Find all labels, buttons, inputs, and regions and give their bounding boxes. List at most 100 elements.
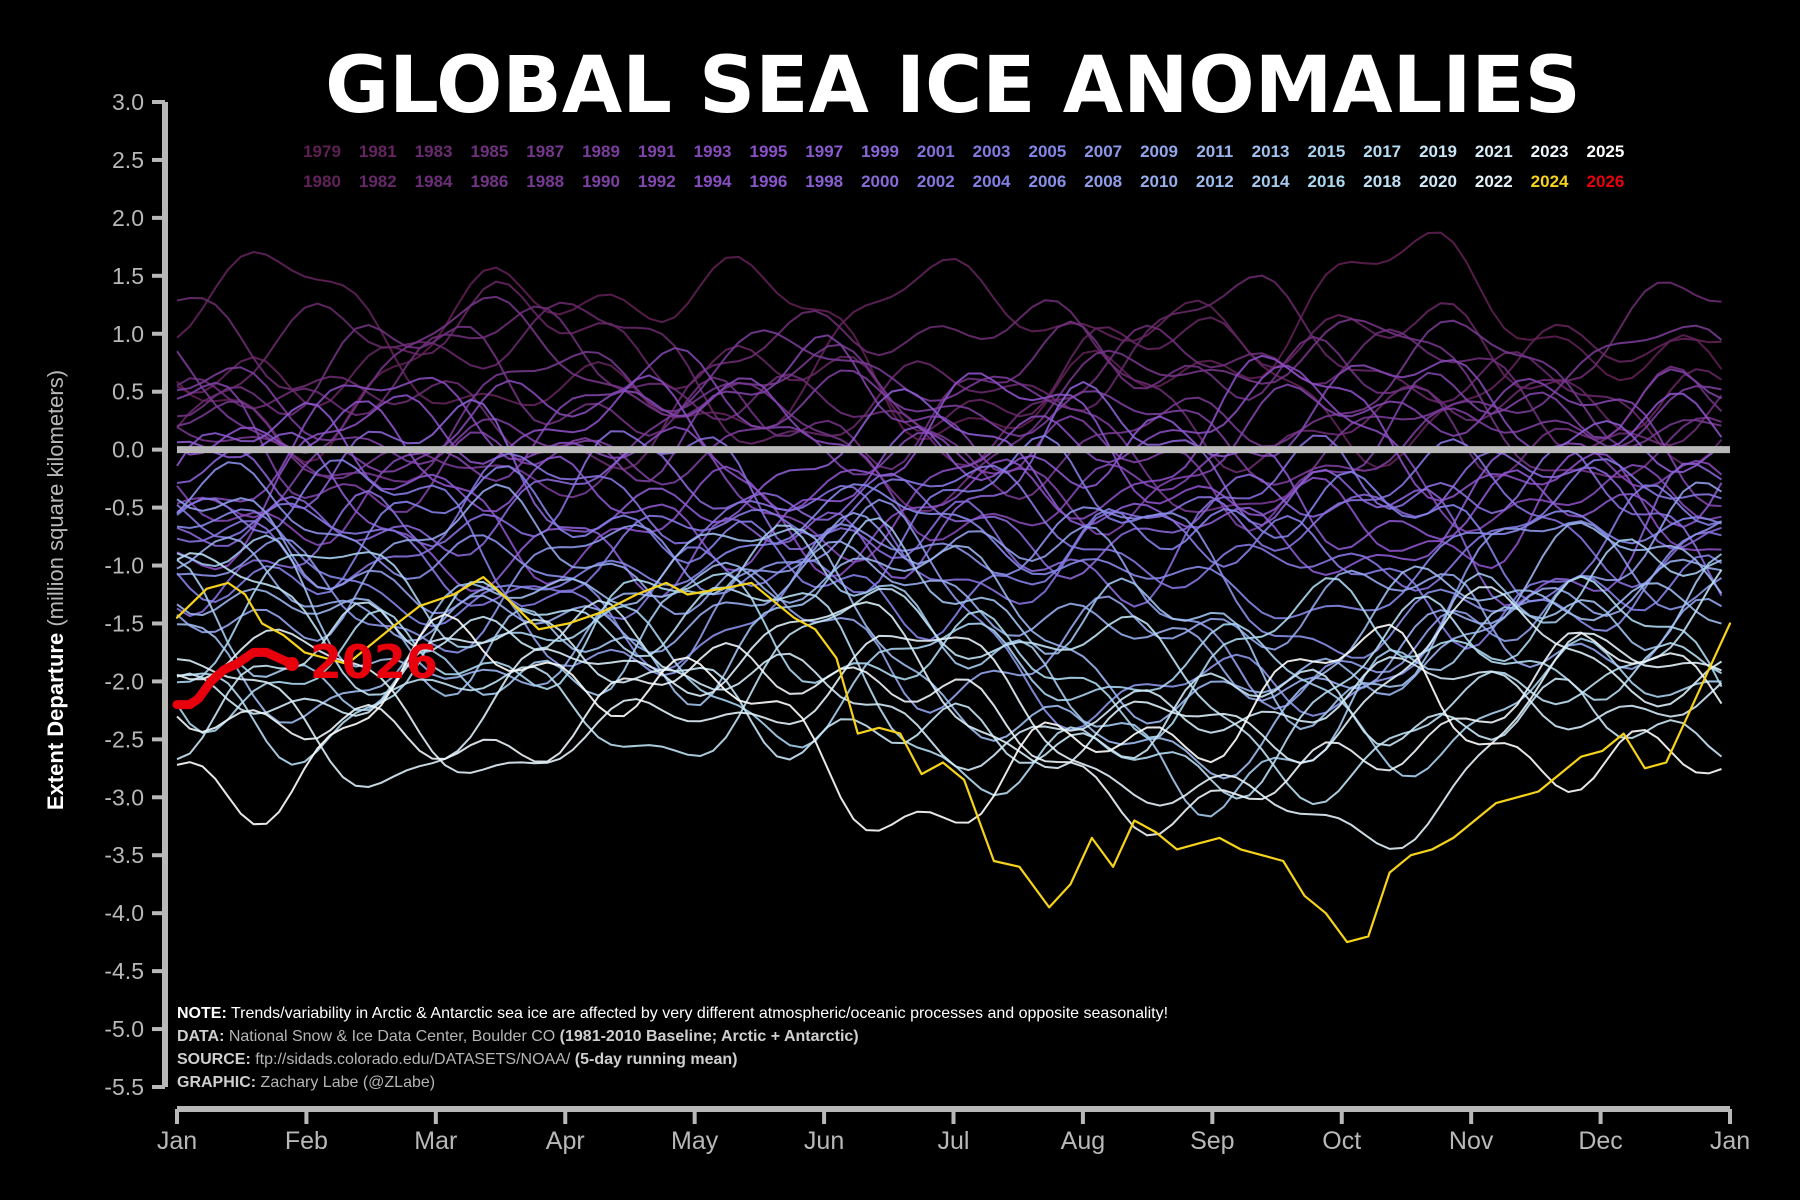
legend-year-2017: 2017 <box>1363 142 1401 161</box>
x-tick-label: Jul <box>938 1127 970 1155</box>
y-tick-label: 1.5 <box>112 263 144 289</box>
note-line: NOTE: Trends/variability in Arctic & Ant… <box>177 1005 1168 1022</box>
series-endpoint-2026 <box>284 657 299 672</box>
legend-year-2026: 2026 <box>1586 172 1624 191</box>
data-key: DATA: <box>177 1028 224 1045</box>
series-line-background <box>176 536 1722 702</box>
note-key: NOTE: <box>177 1005 227 1022</box>
x-tick-label: Jan <box>1710 1127 1750 1155</box>
legend-year-2006: 2006 <box>1028 172 1066 191</box>
legend-year-1991: 1991 <box>638 142 676 161</box>
x-tick-label: Mar <box>414 1127 457 1155</box>
series-line-background <box>176 613 1722 832</box>
data-text: National Snow & Ice Data Center, Boulder… <box>224 1028 559 1045</box>
y-tick-label: -4.0 <box>104 900 144 926</box>
series-line-background <box>176 572 1723 739</box>
legend-year-2007: 2007 <box>1084 142 1122 161</box>
legend-year-2015: 2015 <box>1307 142 1345 161</box>
x-tick-label: Jan <box>157 1127 197 1155</box>
legend-year-1996: 1996 <box>749 172 787 191</box>
legend-year-1983: 1983 <box>415 142 453 161</box>
graphic-line: GRAPHIC: Zachary Labe (@ZLabe) <box>177 1074 435 1091</box>
legend-year-1980: 1980 <box>303 172 341 191</box>
series-line-background <box>176 250 1722 469</box>
series-line-background <box>176 498 1723 732</box>
legend-year-1984: 1984 <box>415 172 453 191</box>
chart-title: GLOBAL SEA ICE ANOMALIES <box>325 41 1581 131</box>
series-line-background <box>176 434 1722 650</box>
notes-block: NOTE: Trends/variability in Arctic & Ant… <box>177 1005 1168 1091</box>
legend-year-1992: 1992 <box>638 172 676 191</box>
legend-year-1997: 1997 <box>805 142 843 161</box>
legend-year-1995: 1995 <box>749 142 787 161</box>
series-line-background <box>176 599 1723 764</box>
x-tick-label: Jun <box>804 1127 844 1155</box>
legend-year-2016: 2016 <box>1307 172 1345 191</box>
legend-year-2025: 2025 <box>1586 142 1624 161</box>
legend-year-1987: 1987 <box>526 142 564 161</box>
series-line-background <box>176 586 1723 789</box>
legend-year-1988: 1988 <box>526 172 564 191</box>
series-line-background <box>176 631 1723 837</box>
legend-year-2010: 2010 <box>1140 172 1178 191</box>
series-line-background <box>176 628 1722 850</box>
series-line-background <box>176 438 1722 605</box>
legend-year-1981: 1981 <box>359 142 397 161</box>
series-line-background <box>176 295 1722 513</box>
series-line-background <box>176 319 1722 501</box>
year-legend: 1979 1981 1983 1985 1987 1989 1991 1993 1995 1997… <box>303 142 1624 191</box>
series-line-2024 <box>175 576 1732 944</box>
series-line-background <box>176 618 1723 772</box>
legend-year-2009: 2009 <box>1140 142 1178 161</box>
y-axis-label: Extent Departure (million square kilomet… <box>43 370 68 810</box>
legend-year-2005: 2005 <box>1028 142 1066 161</box>
legend-year-1993: 1993 <box>694 142 732 161</box>
legend-year-2021: 2021 <box>1475 142 1513 161</box>
y-tick-label: 0.5 <box>112 379 144 405</box>
y-tick-label: -3.0 <box>104 784 144 810</box>
x-tick-label: May <box>671 1127 719 1155</box>
series-line-background <box>176 274 1723 466</box>
series-line-background <box>176 354 1722 578</box>
y-tick-label: 2.0 <box>112 205 144 231</box>
y-tick-label: -4.5 <box>104 958 144 984</box>
x-tick-label: Feb <box>285 1127 328 1155</box>
series-line-background <box>176 388 1723 592</box>
series-line-background <box>176 446 1722 580</box>
legend-year-2022: 2022 <box>1475 172 1513 191</box>
legend-year-1999: 1999 <box>861 142 899 161</box>
legend-year-2013: 2013 <box>1252 142 1290 161</box>
x-tick-label: Nov <box>1449 1127 1494 1155</box>
series-line-background <box>176 364 1722 564</box>
legend-year-1989: 1989 <box>582 142 620 161</box>
legend-year-2003: 2003 <box>973 142 1011 161</box>
series-line-background <box>176 524 1722 818</box>
legend-year-2012: 2012 <box>1196 172 1234 191</box>
series-line-background <box>176 465 1723 642</box>
y-axis-label-rest: (million square kilometers) <box>43 370 68 633</box>
legend-year-2014: 2014 <box>1252 172 1290 191</box>
y-tick-label: 0.0 <box>112 437 144 463</box>
legend-year-2023: 2023 <box>1531 142 1569 161</box>
y-tick-label: -1.0 <box>104 553 144 579</box>
series-line-background <box>176 305 1723 467</box>
y-tick-label: -3.5 <box>104 842 144 868</box>
legend-year-2018: 2018 <box>1363 172 1401 191</box>
y-tick-label: 3.0 <box>112 89 144 115</box>
axes: 3.0 2.5 2.0 1.5 1.0 0.5 0.0 -0.5 -1.0 -1.5 -2.0 -2.… <box>104 89 1750 1155</box>
x-tick-label: Sep <box>1190 1127 1234 1155</box>
series-line-background <box>176 552 1723 806</box>
legend-year-2008: 2008 <box>1084 172 1122 191</box>
y-tick-label: -5.0 <box>104 1016 144 1042</box>
series-line-background <box>176 517 1723 731</box>
legend-year-1979: 1979 <box>303 142 341 161</box>
data-line: DATA: National Snow & Ice Data Center, B… <box>177 1028 859 1045</box>
data-bold: (1981-2010 Baseline; Arctic + Antarctic) <box>560 1028 859 1045</box>
x-tick-label: Dec <box>1578 1127 1622 1155</box>
series-lines: 2026 <box>172 231 1732 944</box>
series-line-background <box>176 281 1722 474</box>
y-tick-label: -2.5 <box>104 726 144 752</box>
series-line-2026 <box>172 647 297 710</box>
y-tick-label: -1.5 <box>104 610 144 636</box>
